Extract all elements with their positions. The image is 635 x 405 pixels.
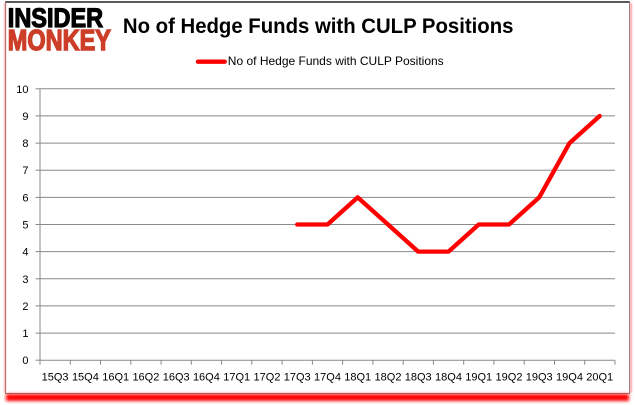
svg-text:6: 6 <box>22 192 28 204</box>
svg-text:17Q3: 17Q3 <box>284 371 311 383</box>
svg-text:5: 5 <box>22 220 28 232</box>
svg-text:8: 8 <box>22 138 28 150</box>
svg-text:20Q1: 20Q1 <box>586 371 613 383</box>
svg-text:No of Hedge Funds with CULP Po: No of Hedge Funds with CULP Positions <box>123 15 514 38</box>
svg-text:16Q2: 16Q2 <box>132 371 159 383</box>
svg-text:1: 1 <box>22 328 28 340</box>
svg-text:0: 0 <box>22 355 28 367</box>
svg-text:4: 4 <box>22 247 28 259</box>
svg-text:16Q1: 16Q1 <box>102 371 129 383</box>
svg-text:15Q3: 15Q3 <box>42 371 69 383</box>
svg-text:7: 7 <box>22 165 28 177</box>
svg-text:2: 2 <box>22 301 28 313</box>
svg-text:MONKEY: MONKEY <box>8 24 112 57</box>
svg-text:INSIDER: INSIDER <box>8 4 103 34</box>
svg-text:17Q1: 17Q1 <box>223 371 250 383</box>
svg-text:19Q4: 19Q4 <box>556 371 583 383</box>
svg-text:17Q4: 17Q4 <box>314 371 341 383</box>
svg-text:No of Hedge Funds with CULP Po: No of Hedge Funds with CULP Positions <box>228 54 444 68</box>
svg-text:17Q2: 17Q2 <box>254 371 281 383</box>
svg-text:18Q3: 18Q3 <box>405 371 432 383</box>
svg-text:16Q4: 16Q4 <box>193 371 220 383</box>
svg-text:19Q3: 19Q3 <box>526 371 553 383</box>
svg-text:10: 10 <box>16 84 28 96</box>
svg-text:9: 9 <box>22 111 28 123</box>
svg-text:19Q1: 19Q1 <box>465 371 492 383</box>
svg-text:18Q1: 18Q1 <box>344 371 371 383</box>
svg-text:15Q4: 15Q4 <box>72 371 99 383</box>
svg-text:16Q3: 16Q3 <box>163 371 190 383</box>
svg-text:18Q2: 18Q2 <box>375 371 402 383</box>
svg-text:19Q2: 19Q2 <box>496 371 523 383</box>
svg-text:18Q4: 18Q4 <box>435 371 462 383</box>
svg-text:3: 3 <box>22 274 28 286</box>
